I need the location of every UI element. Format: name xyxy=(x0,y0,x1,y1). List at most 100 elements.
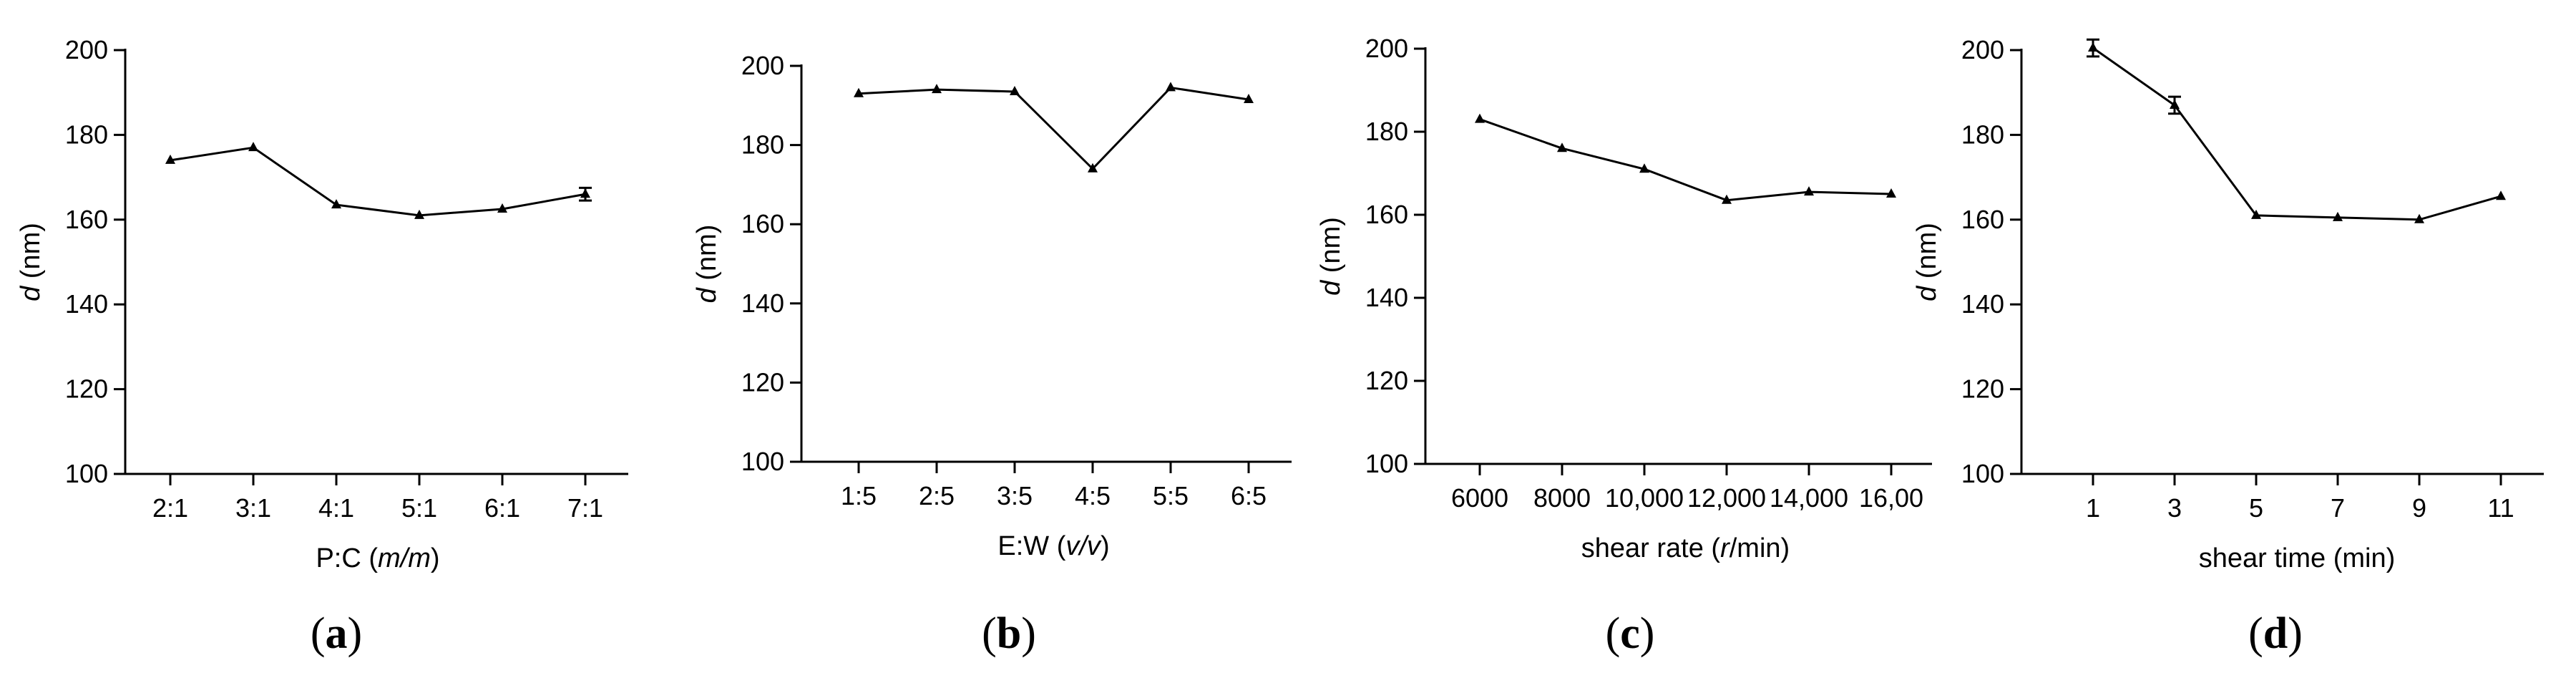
y-tick-label: 200 xyxy=(1365,34,1408,63)
y-axis-title: d (nm) xyxy=(1912,223,1942,301)
y-tick-label: 100 xyxy=(65,459,108,488)
x-tick-label: 5:5 xyxy=(1153,481,1189,510)
y-axis-unit: (nm) xyxy=(1316,217,1346,281)
x-axis-title-italic: r xyxy=(1720,533,1730,563)
x-tick-label: 5:1 xyxy=(401,493,437,523)
y-axis-var: d xyxy=(16,285,46,301)
y-tick-label: 140 xyxy=(65,289,108,319)
x-tick-label: 1:5 xyxy=(841,481,877,510)
y-tick-label: 120 xyxy=(1365,366,1408,395)
x-axis-title: shear rate (r/min) xyxy=(1581,533,1790,563)
data-point xyxy=(854,87,864,97)
data-point xyxy=(580,188,590,198)
panel-label-close: ) xyxy=(1640,609,1655,658)
y-tick-label: 200 xyxy=(65,35,108,64)
x-tick-label: 6:1 xyxy=(484,493,520,523)
y-tick-label: 200 xyxy=(1961,35,2004,64)
data-point xyxy=(1166,82,1176,92)
series-line xyxy=(170,146,586,217)
x-tick-label: 9 xyxy=(2412,493,2426,523)
y-tick-label: 120 xyxy=(741,367,784,397)
data-point xyxy=(165,154,175,164)
y-axis-unit: (nm) xyxy=(1912,223,1942,286)
panel-label-letter: d xyxy=(2263,609,2288,658)
x-tick-label: 3:5 xyxy=(997,481,1033,510)
x-tick-label: 2:5 xyxy=(919,481,955,510)
y-axis-title: d (nm) xyxy=(16,223,46,301)
data-point xyxy=(331,199,341,209)
y-axis-var: d xyxy=(1912,285,1942,301)
series-line xyxy=(1479,118,1892,202)
x-tick-label: 6:5 xyxy=(1231,481,1267,510)
data-point xyxy=(1886,188,1896,198)
panel-a: 100 120 140 160 180 200 2:1 3:1 4:1 5:1 6:1 7:1 d (n… xyxy=(16,35,628,658)
x-axis-title-italic: m/m xyxy=(378,543,431,573)
x-axis-title: P:C (m/m) xyxy=(316,543,439,573)
y-tick-label: 180 xyxy=(1365,117,1408,146)
y-tick-label: 180 xyxy=(65,120,108,149)
x-tick-label: 11 xyxy=(2487,493,2514,523)
data-point xyxy=(497,203,507,213)
x-tick-label: 4:1 xyxy=(318,493,354,523)
panel-label: (a) xyxy=(311,609,362,658)
data-point xyxy=(2333,211,2343,221)
panel-label-open: ( xyxy=(1606,609,1621,658)
x-tick-label: 8000 xyxy=(1533,483,1591,513)
data-point xyxy=(2170,99,2180,109)
x-tick-label: 2:1 xyxy=(152,493,188,523)
data-point xyxy=(1244,94,1254,104)
panel-b: 100 120 140 160 180 200 1:5 2:5 3:5 4:5 5:5 6:5 d (n… xyxy=(692,51,1292,658)
y-tick-label: 180 xyxy=(741,130,784,160)
x-axis-title-italic: v/v xyxy=(1065,531,1102,561)
data-point xyxy=(1475,113,1485,123)
panel-label-open: ( xyxy=(982,609,997,658)
y-tick-label: 180 xyxy=(1961,120,2004,149)
y-tick-label: 160 xyxy=(1365,200,1408,229)
x-tick-label: 16,00 xyxy=(1859,483,1923,513)
x-tick-label: 5 xyxy=(2249,493,2263,523)
data-point xyxy=(1010,85,1020,95)
y-tick-label: 120 xyxy=(1961,374,2004,404)
panel-label: (c) xyxy=(1606,609,1655,658)
y-tick-label: 160 xyxy=(741,209,784,238)
y-tick-label: 120 xyxy=(65,374,108,404)
data-point xyxy=(2251,209,2261,219)
data-point xyxy=(2414,213,2424,223)
panel-label: (d) xyxy=(2248,609,2303,658)
y-tick-label: 160 xyxy=(65,205,108,234)
series-line xyxy=(2092,47,2502,221)
panel-label-close: ) xyxy=(348,609,363,658)
panel-label-open: ( xyxy=(2248,609,2263,658)
x-axis-title-pre: shear time (min) xyxy=(2199,543,2396,573)
data-point xyxy=(248,142,258,152)
y-tick-label: 200 xyxy=(741,51,784,80)
x-axis-title-post: ) xyxy=(431,543,440,573)
data-point xyxy=(932,84,942,94)
data-point xyxy=(2496,190,2506,200)
x-axis-title: shear time (min) xyxy=(2199,543,2396,573)
panel-label-close: ) xyxy=(2288,609,2303,658)
x-axis-title-post: ) xyxy=(1101,531,1110,561)
x-tick-label: 6000 xyxy=(1451,483,1508,513)
y-axis-title: d (nm) xyxy=(692,225,722,304)
y-axis-var: d xyxy=(692,286,722,303)
panel-label-letter: b xyxy=(997,609,1021,658)
x-axis-title-pre: P:C ( xyxy=(316,543,378,573)
x-axis-title-pre: shear rate ( xyxy=(1581,533,1721,563)
y-axis-unit: (nm) xyxy=(16,223,46,286)
data-point xyxy=(2088,42,2098,52)
x-axis-title-post: /min) xyxy=(1729,533,1790,563)
y-tick-label: 140 xyxy=(1365,283,1408,312)
y-axis-unit: (nm) xyxy=(692,225,722,289)
y-tick-label: 140 xyxy=(741,289,784,318)
x-tick-label: 3:1 xyxy=(235,493,271,523)
x-tick-label: 14,000 xyxy=(1770,483,1848,513)
y-tick-label: 140 xyxy=(1961,289,2004,319)
x-tick-label: 3 xyxy=(2167,493,2182,523)
panel-label-letter: c xyxy=(1620,609,1640,658)
panel-label-open: ( xyxy=(311,609,326,658)
y-tick-label: 100 xyxy=(741,447,784,476)
y-axis-title: d (nm) xyxy=(1316,217,1346,296)
panel-label-letter: a xyxy=(326,609,348,658)
